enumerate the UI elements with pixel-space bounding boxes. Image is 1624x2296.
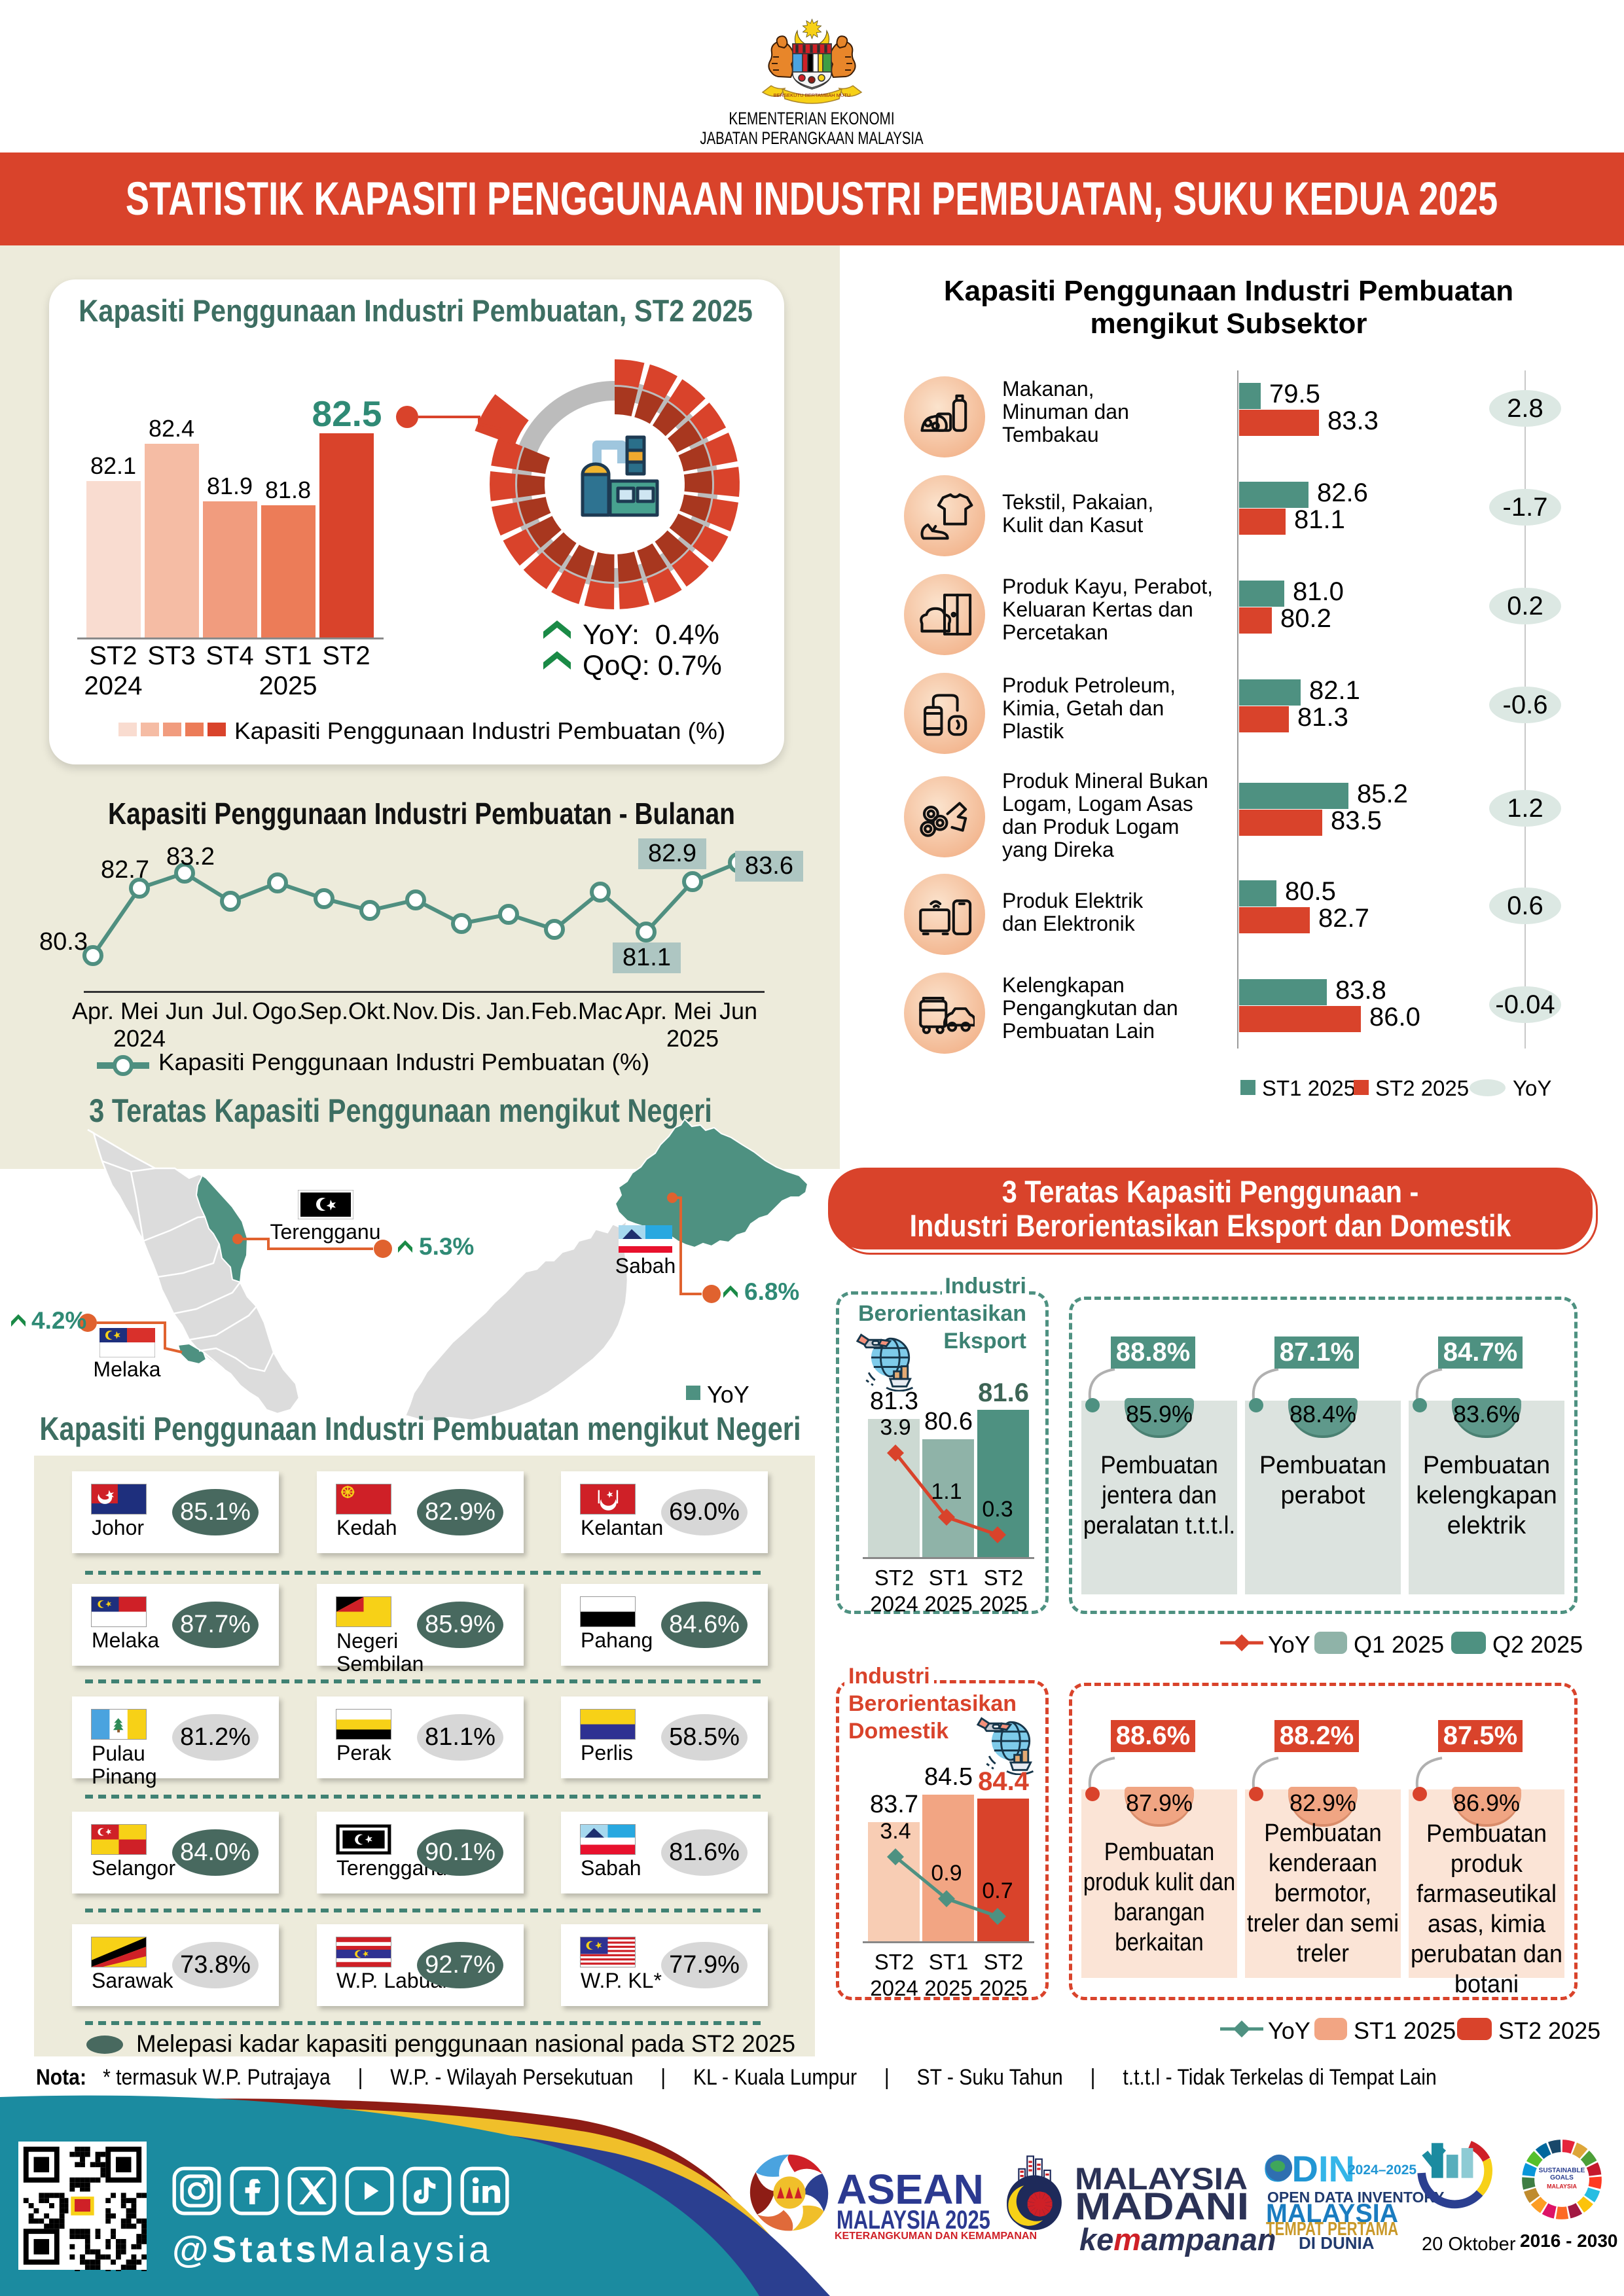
- svg-text:GOALS: GOALS: [1550, 2174, 1574, 2181]
- svg-text:SUSTAINABLE: SUSTAINABLE: [1539, 2167, 1585, 2174]
- svg-text:MALAYSIA: MALAYSIA: [1547, 2183, 1577, 2189]
- svg-text:BERSEKUTU BERTAMBAH MUTU: BERSEKUTU BERTAMBAH MUTU: [774, 92, 851, 98]
